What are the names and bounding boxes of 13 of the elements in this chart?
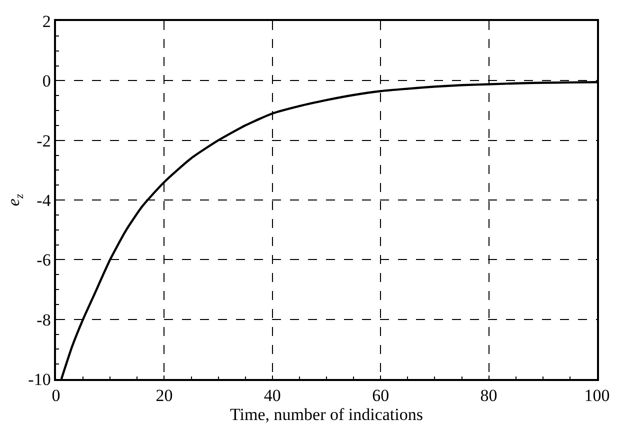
y-tick-label: 0: [42, 72, 51, 91]
x-tick-label: 60: [372, 386, 390, 406]
x-axis-title: Time, number of indications: [230, 405, 423, 424]
y-tick-label: -6: [36, 250, 51, 270]
x-tick-label: 80: [480, 386, 498, 406]
y-tick-label: -8: [36, 310, 51, 330]
x-tick-label: 40: [264, 386, 281, 406]
x-tick-label: 100: [584, 386, 610, 406]
y-tick-label: 2: [42, 12, 51, 31]
y-tick-label: -2: [36, 131, 51, 150]
y-tick-label: -4: [36, 190, 52, 210]
x-tick-label: 20: [156, 386, 173, 406]
y-tick-label: -10: [28, 370, 51, 389]
